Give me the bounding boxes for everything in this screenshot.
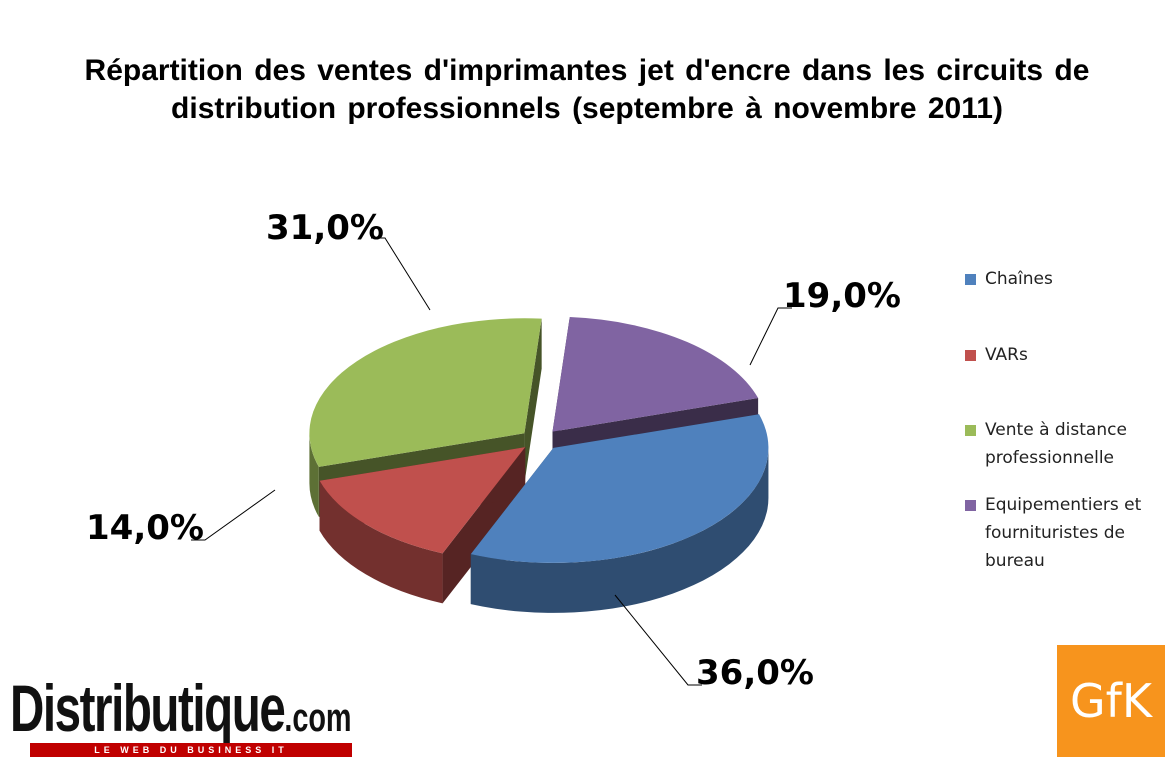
logo-text: Distributique bbox=[10, 671, 286, 745]
legend-label: Chaînes bbox=[985, 269, 1053, 289]
legend-label: Vente à distance professionnelle bbox=[985, 420, 1127, 468]
leader-line bbox=[371, 237, 431, 311]
slice bbox=[470, 414, 769, 563]
legend-entry: Vente à distance professionnelle bbox=[965, 416, 1160, 472]
legend-swatch bbox=[965, 350, 976, 361]
slice bbox=[319, 447, 526, 554]
legend-entry: VARs bbox=[965, 341, 1160, 369]
legend-entry: Equipementiers et fournituristes de bure… bbox=[965, 491, 1160, 575]
slice-group bbox=[470, 414, 769, 613]
slice-cut-face bbox=[524, 318, 542, 484]
logo-tagline: LE WEB DU BUSINESS IT bbox=[30, 743, 352, 757]
leader-line bbox=[749, 307, 792, 366]
legend-swatch bbox=[965, 425, 976, 436]
chart-title: Répartition des ventes d'imprimantes jet… bbox=[84, 54, 1090, 125]
logo-distributique: Distributique.com bbox=[10, 670, 352, 746]
data-label: 14,0% bbox=[86, 508, 204, 548]
legend-label: Equipementiers et fournituristes de bure… bbox=[985, 495, 1142, 571]
logo-gfk: GfK bbox=[1057, 645, 1165, 757]
data-label: 31,0% bbox=[266, 208, 384, 248]
slice bbox=[309, 318, 542, 467]
slice-side bbox=[319, 480, 443, 604]
legend-swatch bbox=[965, 274, 976, 285]
data-label: 19,0% bbox=[783, 276, 901, 316]
data-label: 36,0% bbox=[696, 653, 814, 693]
leader-line bbox=[191, 489, 276, 541]
legend-entry: Chaînes bbox=[965, 265, 1160, 293]
legend-label: VARs bbox=[985, 345, 1028, 365]
slice-group bbox=[319, 447, 526, 604]
slice-side bbox=[309, 433, 319, 517]
slice bbox=[552, 317, 759, 432]
leader-line bbox=[614, 594, 702, 686]
logo-suffix: .com bbox=[284, 696, 352, 740]
legend-swatch bbox=[965, 500, 976, 511]
slice-side bbox=[470, 447, 769, 613]
